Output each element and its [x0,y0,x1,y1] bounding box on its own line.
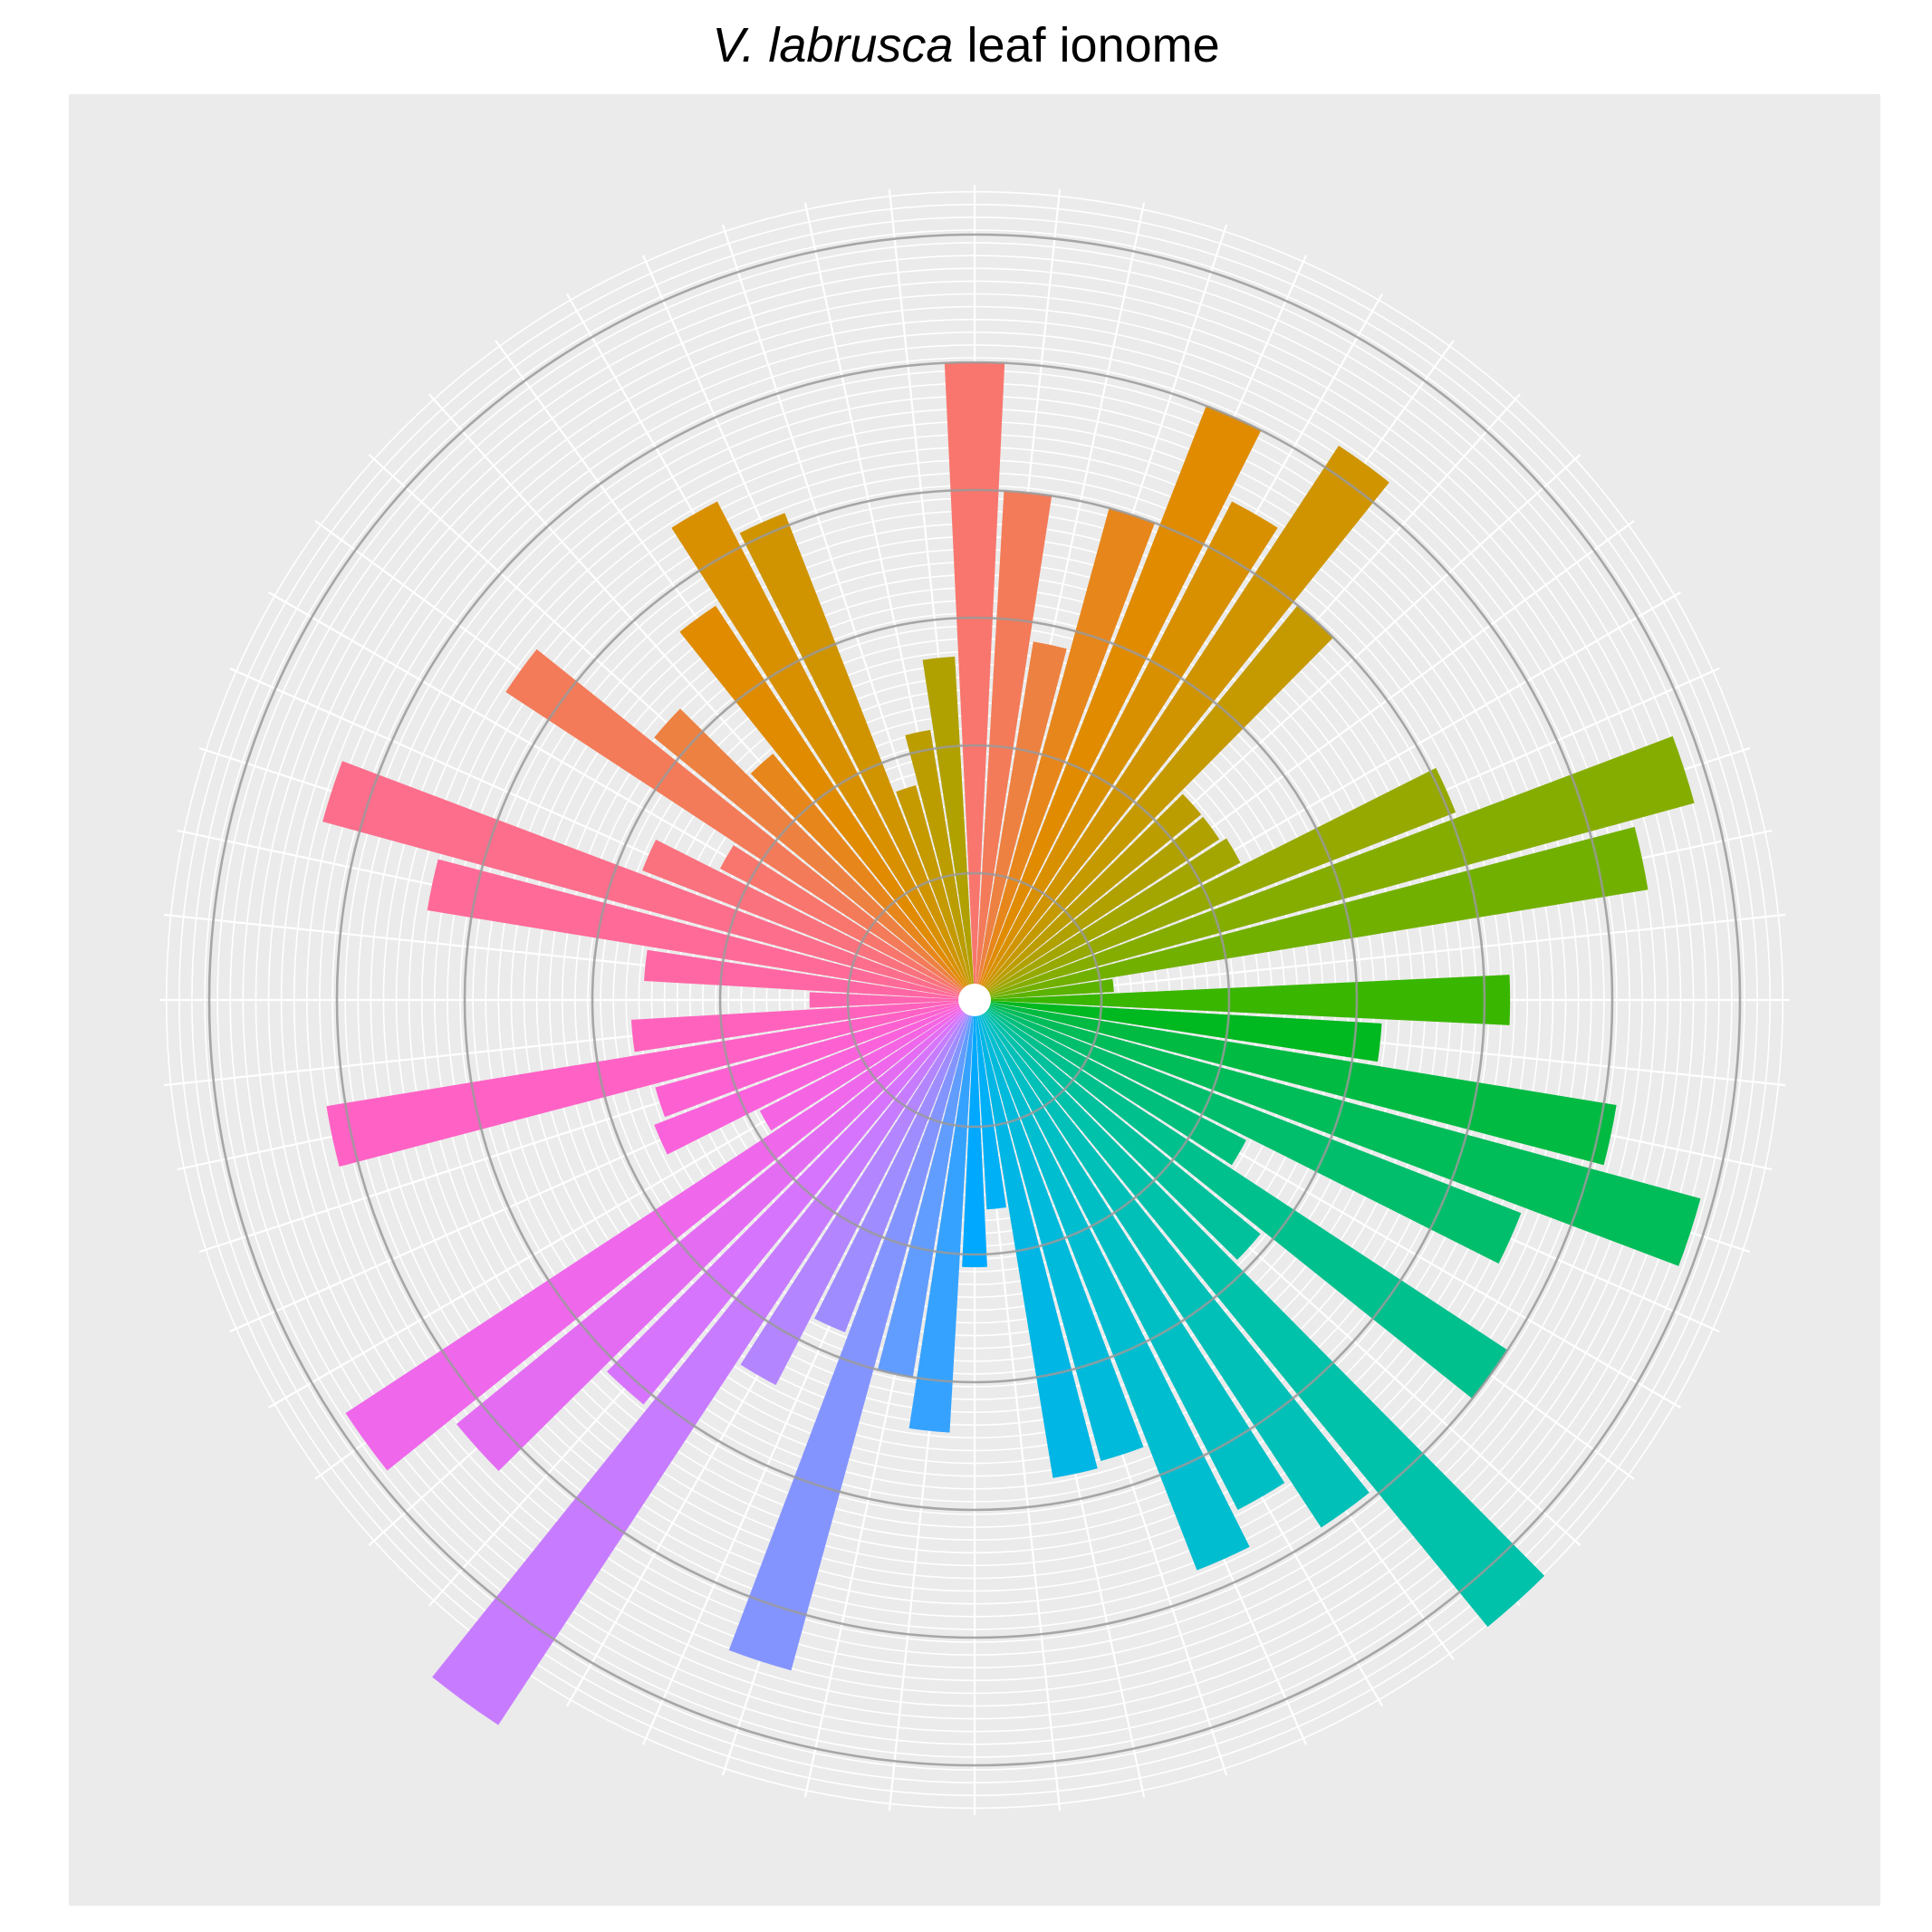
bar-18 [976,1000,1701,1266]
bar-28 [975,1001,1098,1478]
grid-spoke-14 [992,913,1786,999]
bar-0 [944,361,1005,998]
bar-10 [976,838,1241,1000]
bar-11 [976,767,1456,1000]
chart-title-species: V. labrusca [712,18,954,72]
bar-21 [976,1001,1508,1399]
bar-5 [975,501,1278,999]
bar-45 [809,992,973,1008]
bar-56 [739,513,975,999]
bar-17 [976,1000,1617,1166]
bar-34 [814,1001,975,1332]
bar-9 [976,816,1220,999]
bar-29 [975,1001,1007,1210]
bar-24 [976,1001,1370,1528]
bar-47 [427,859,974,1000]
bar-13 [976,826,1648,1000]
bar-46 [644,949,974,1000]
bar-23 [976,1001,1545,1628]
bar-31 [908,1001,975,1433]
bar-53 [750,754,974,999]
bar-30 [962,1002,987,1268]
bar-52 [654,708,974,999]
bar-58 [905,729,975,999]
chart-title: V. labrusca leaf ionome [0,9,1932,82]
bar-27 [975,1001,1144,1462]
major-ring-4 [335,360,1614,1639]
bar-54 [679,605,974,999]
bar-16 [976,1000,1382,1062]
bar-20 [976,1000,1246,1166]
bar-12 [976,735,1695,1000]
major-ring-5 [207,233,1742,1767]
bar-51 [505,649,974,999]
bar-57 [896,784,975,999]
bar-41 [654,1000,974,1155]
bar-3 [975,507,1156,999]
bar-39 [345,1001,974,1471]
bar-8 [976,793,1202,999]
bar-55 [671,501,975,999]
major-ring-1 [718,744,1231,1256]
bar-37 [607,1001,974,1405]
bar-43 [326,1000,974,1168]
bar-4 [975,406,1262,999]
bar-22 [976,1001,1261,1260]
bar-33 [728,1001,975,1671]
major-ring-3 [463,488,1486,1512]
bar-35 [740,1001,975,1386]
bar-50 [719,845,974,1000]
chart-title-rest: leaf ionome [953,18,1220,72]
bar-49 [642,840,974,1000]
bar-25 [975,1001,1285,1510]
bar-15 [976,975,1511,1025]
bar-38 [456,1001,974,1471]
bar-1 [975,490,1053,999]
bar-26 [975,1001,1250,1571]
bar-19 [976,1000,1522,1264]
bar-layer [322,361,1701,1725]
bar-6 [976,446,1389,999]
bar-7 [976,605,1334,999]
bar-59 [922,656,975,999]
bar-48 [322,761,974,1000]
center-hole [958,984,991,1016]
bar-2 [975,641,1067,999]
major-ring-0 [846,871,1103,1129]
bar-32 [877,1001,975,1378]
ring-layer [207,233,1742,1767]
bar-14 [976,978,1114,1000]
bar-36 [432,1001,974,1725]
bar-44 [630,1000,974,1053]
major-ring-2 [591,616,1359,1384]
